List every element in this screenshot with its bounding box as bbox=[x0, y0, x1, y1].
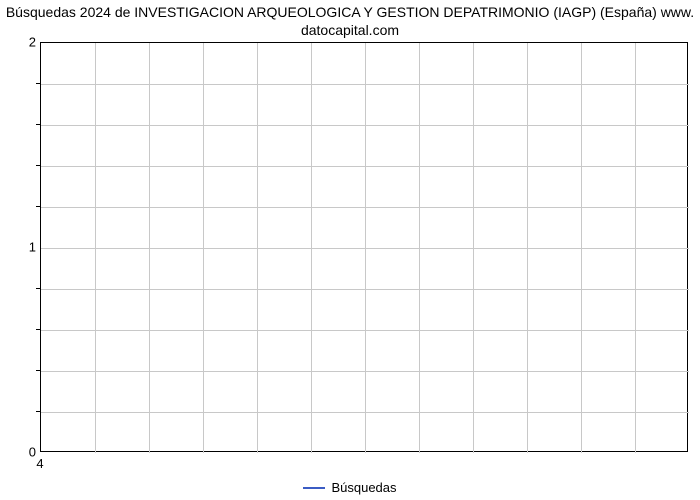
gridline-horizontal bbox=[41, 84, 689, 85]
gridline-horizontal bbox=[41, 166, 689, 167]
y-axis-minor-tick bbox=[36, 206, 40, 207]
gridline-horizontal bbox=[41, 289, 689, 290]
y-axis-tick-label: 1 bbox=[8, 240, 36, 255]
y-axis-minor-tick bbox=[36, 288, 40, 289]
x-axis-tick-label: 4 bbox=[36, 456, 43, 471]
gridline-horizontal bbox=[41, 371, 689, 372]
chart-title-line2: datocapital.com bbox=[301, 22, 399, 38]
chart-title-line1: Búsquedas 2024 de INVESTIGACION ARQUEOLO… bbox=[6, 4, 694, 20]
y-axis-tick-label: 0 bbox=[8, 445, 36, 460]
y-axis-minor-tick bbox=[36, 83, 40, 84]
y-axis-minor-tick bbox=[36, 329, 40, 330]
y-axis-minor-tick bbox=[36, 370, 40, 371]
gridline-horizontal bbox=[41, 248, 689, 249]
y-axis-minor-tick bbox=[36, 165, 40, 166]
gridline-horizontal bbox=[41, 207, 689, 208]
gridline-horizontal bbox=[41, 330, 689, 331]
y-axis-minor-tick bbox=[36, 411, 40, 412]
gridline-horizontal bbox=[41, 412, 689, 413]
chart-title: Búsquedas 2024 de INVESTIGACION ARQUEOLO… bbox=[0, 4, 700, 39]
y-axis-minor-tick bbox=[36, 124, 40, 125]
legend-swatch bbox=[303, 487, 325, 489]
y-axis-tick-label: 2 bbox=[8, 35, 36, 50]
legend-label: Búsquedas bbox=[331, 480, 396, 495]
plot-area bbox=[40, 42, 688, 452]
gridline-horizontal bbox=[41, 125, 689, 126]
legend: Búsquedas bbox=[0, 480, 700, 495]
